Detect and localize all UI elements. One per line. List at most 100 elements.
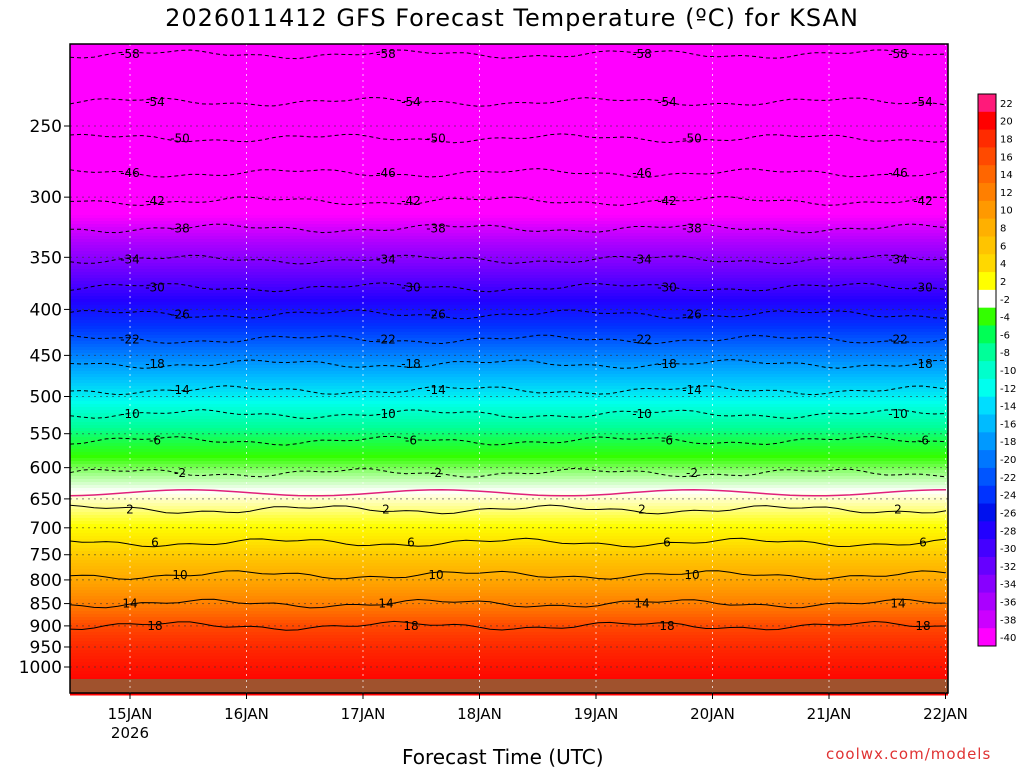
temperature-band (70, 59, 948, 63)
temperature-band (70, 215, 948, 219)
temperature-band (70, 653, 948, 657)
contour-line (69, 504, 947, 515)
temperature-band (70, 674, 948, 678)
temperature-band (70, 434, 948, 438)
y-tick-label: 900 (30, 617, 62, 637)
temperature-band (70, 257, 948, 261)
y-tick-label: 450 (30, 346, 62, 366)
temperature-band (70, 620, 948, 624)
temperature-band (70, 428, 948, 432)
colorbar-label: 4 (1000, 259, 1006, 270)
temperature-band (70, 383, 948, 387)
colorbar-label: -30 (1000, 544, 1016, 555)
colorbar-label: 12 (1000, 188, 1013, 199)
temperature-band (70, 365, 948, 369)
temperature-band (70, 662, 948, 666)
credit-link[interactable]: coolwx.com/models (826, 745, 992, 763)
colorbar-label: -34 (1000, 580, 1016, 591)
colorbar-label: -8 (1000, 348, 1010, 359)
contour-label: -2 (686, 466, 698, 480)
temperature-band (70, 488, 948, 492)
temperature-band (70, 581, 948, 585)
contour-label: -6 (661, 434, 673, 448)
colorbar-swatch (978, 94, 996, 113)
temperature-band (70, 650, 948, 654)
contour-label: 14 (378, 597, 393, 611)
temperature-band (70, 293, 948, 297)
contour-label: -46 (376, 166, 396, 180)
colorbar-swatch (978, 592, 996, 611)
temperature-band (70, 539, 948, 543)
temperature-band (70, 254, 948, 258)
contour-label: -42 (657, 194, 677, 208)
temperature-band (70, 350, 948, 354)
colorbar-label: 6 (1000, 241, 1006, 252)
contour-label: 2 (894, 503, 902, 517)
temperature-band (70, 140, 948, 144)
temperature-band (70, 659, 948, 663)
colorbar-label: -38 (1000, 615, 1016, 626)
colorbar-label: -18 (1000, 437, 1016, 448)
temperature-band (70, 614, 948, 618)
temperature-band (70, 374, 948, 378)
temperature-band (70, 509, 948, 513)
temperature-band (70, 275, 948, 279)
temperature-band (70, 341, 948, 345)
contour-label: -6 (149, 434, 161, 448)
contour-label: -58 (888, 47, 908, 61)
temperature-band (70, 113, 948, 117)
temperature-band (70, 416, 948, 420)
temperature-band (70, 446, 948, 450)
colorbar-label: -4 (1000, 313, 1010, 324)
contour-label: -6 (917, 434, 929, 448)
temperature-band (70, 611, 948, 615)
temperature-band (70, 500, 948, 504)
colorbar-swatch (978, 432, 996, 451)
temperature-band (70, 632, 948, 636)
temperature-band (70, 311, 948, 315)
temperature-band (70, 263, 948, 267)
temperature-band (70, 668, 948, 672)
temperature-band (70, 287, 948, 291)
contour-label: 6 (151, 536, 159, 550)
contour-label: -30 (145, 280, 165, 294)
ground-strip (70, 679, 948, 693)
temperature-band (70, 464, 948, 468)
colorbar-swatch (978, 539, 996, 558)
contour-label: 18 (659, 619, 674, 633)
temperature-band (70, 647, 948, 651)
temperature-band (70, 104, 948, 108)
temperature-band (70, 455, 948, 459)
y-tick-label: 350 (30, 248, 62, 268)
temperature-band (70, 290, 948, 294)
temperature-band (70, 227, 948, 231)
contour-label: -26 (682, 307, 702, 321)
chart-title: 2026011412 GFS Forecast Temperature (ºC)… (165, 4, 859, 32)
temperature-band (70, 566, 948, 570)
colorbar-swatch (978, 361, 996, 380)
colorbar-swatch (978, 254, 996, 273)
temperature-band (70, 389, 948, 393)
temperature-band (70, 194, 948, 198)
colorbar-label: -20 (1000, 455, 1016, 466)
temperature-band (70, 572, 948, 576)
temperature-band (70, 68, 948, 72)
colorbar-label: -26 (1000, 508, 1016, 519)
y-tick-label: 800 (30, 571, 62, 591)
colorbar-label: 8 (1000, 224, 1006, 235)
colorbar-swatch (978, 147, 996, 166)
colorbar-swatch (978, 503, 996, 522)
temperature-band (70, 326, 948, 330)
temperature-band (70, 191, 948, 195)
temperature-band (70, 125, 948, 129)
contour-label: -34 (376, 253, 396, 267)
temperature-band (70, 623, 948, 627)
temperature-band (70, 158, 948, 162)
contour-label: 18 (915, 619, 930, 633)
temperature-band (70, 569, 948, 573)
temperature-band (70, 197, 948, 201)
temperature-band (70, 482, 948, 486)
temperature-band (70, 209, 948, 213)
temperature-band (70, 83, 948, 87)
temperature-band (70, 221, 948, 225)
